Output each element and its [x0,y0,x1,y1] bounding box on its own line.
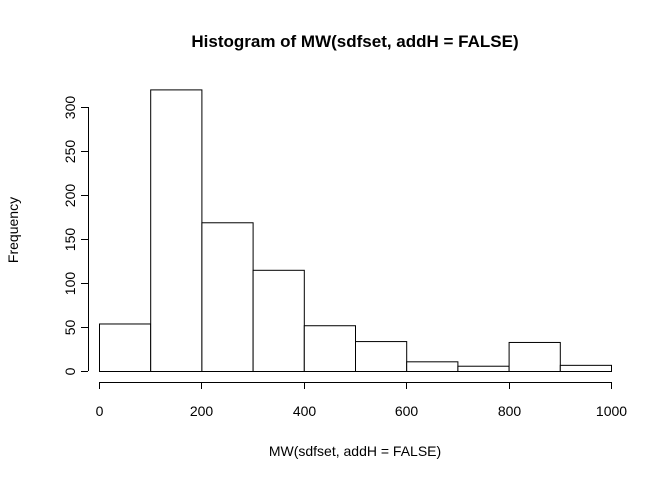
histogram-bar-3 [252,269,305,372]
y-axis: 0 50 100 150 200 250 300 [62,96,89,375]
x-tick-label: 0 [96,403,104,419]
y-tick-label: 300 [62,96,78,120]
y-tick-label: 0 [62,367,78,375]
histogram-bar-9 [559,364,612,372]
x-axis-label: MW(sdfset, addH = FALSE) [269,443,441,459]
bars-group [99,89,612,373]
x-tick-label: 400 [293,403,317,419]
histogram-bar-7 [457,365,510,373]
histogram-bar-5 [355,341,408,372]
y-axis-label: Frequency [5,197,21,263]
histogram-bar-4 [303,325,356,372]
y-tick-label: 50 [62,320,78,336]
histogram-bar-2 [201,222,254,372]
y-tick-label: 150 [62,228,78,252]
chart-title: Histogram of MW(sdfset, addH = FALSE) [191,32,518,51]
y-tick-label: 250 [62,140,78,164]
y-tick-label: 100 [62,272,78,296]
x-tick-label: 200 [190,403,214,419]
histogram-bar-1 [150,89,203,373]
x-tick-label: 800 [498,403,522,419]
histogram-bar-0 [99,323,152,373]
histogram-bar-6 [406,361,459,373]
histogram-bar-8 [508,341,561,372]
x-tick-label: 1000 [596,403,627,419]
x-tick-label: 600 [395,403,419,419]
x-axis: 0 200 400 600 800 1000 [96,382,627,419]
y-tick-label: 200 [62,184,78,208]
